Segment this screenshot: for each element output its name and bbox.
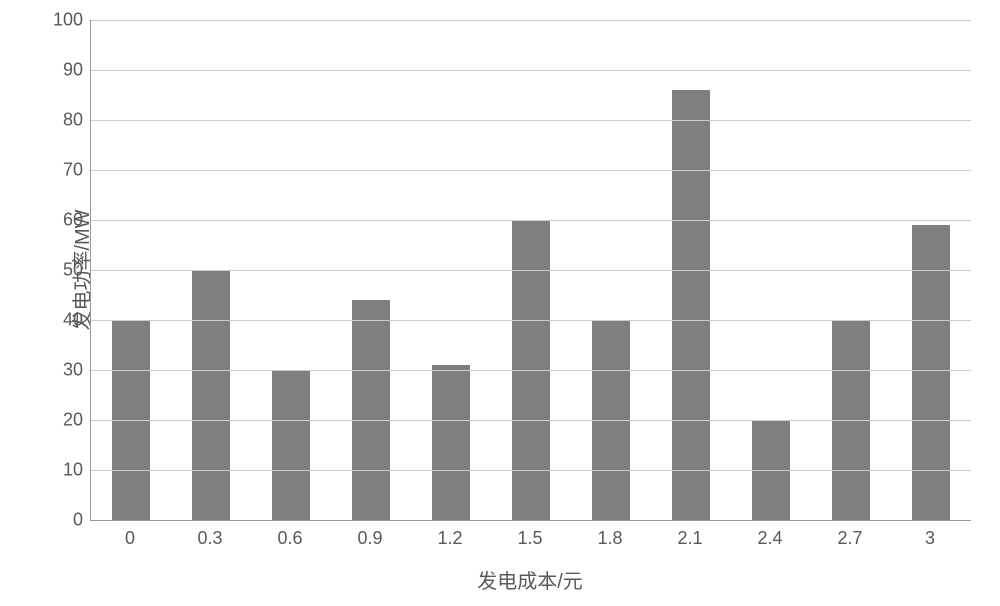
bar	[352, 300, 390, 520]
grid-line	[91, 270, 971, 271]
grid-line	[91, 320, 971, 321]
y-tick-label: 70	[63, 160, 91, 181]
y-tick-label: 60	[63, 210, 91, 231]
x-tick-label: 0.9	[330, 528, 410, 549]
x-tick-label: 0	[90, 528, 170, 549]
x-tick-label: 0.3	[170, 528, 250, 549]
x-tick-label: 0.6	[250, 528, 330, 549]
y-tick-label: 90	[63, 60, 91, 81]
x-tick-label: 1.2	[410, 528, 490, 549]
x-tick-label: 1.5	[490, 528, 570, 549]
y-tick-label: 40	[63, 310, 91, 331]
grid-line	[91, 220, 971, 221]
bar-slot	[411, 365, 491, 520]
y-tick-label: 50	[63, 260, 91, 281]
x-tick-row: 00.30.60.91.21.51.82.12.42.73	[90, 528, 970, 549]
x-axis-label: 发电成本/元	[90, 565, 970, 594]
grid-line	[91, 20, 971, 21]
grid-line	[91, 170, 971, 171]
y-tick-label: 20	[63, 410, 91, 431]
bar	[672, 90, 710, 520]
grid-line	[91, 370, 971, 371]
grid-line	[91, 470, 971, 471]
bar	[432, 365, 470, 520]
y-tick-label: 30	[63, 360, 91, 381]
x-tick-label: 1.8	[570, 528, 650, 549]
y-tick-label: 10	[63, 460, 91, 481]
bar-slot	[651, 90, 731, 520]
y-tick-label: 0	[73, 510, 91, 531]
plot-area: 0102030405060708090100	[90, 20, 971, 521]
x-tick-label: 2.1	[650, 528, 730, 549]
bar-chart: 发电功率/MW 0102030405060708090100 00.30.60.…	[0, 0, 1000, 606]
x-tick-label: 2.4	[730, 528, 810, 549]
y-tick-label: 100	[53, 10, 91, 31]
bar	[272, 370, 310, 520]
grid-line	[91, 120, 971, 121]
bar-slot	[251, 370, 331, 520]
bar-slot	[171, 270, 251, 520]
x-tick-label: 2.7	[810, 528, 890, 549]
x-tick-label: 3	[890, 528, 970, 549]
bar-slot	[331, 300, 411, 520]
grid-line	[91, 420, 971, 421]
grid-line	[91, 70, 971, 71]
bar	[192, 270, 230, 520]
y-tick-label: 80	[63, 110, 91, 131]
